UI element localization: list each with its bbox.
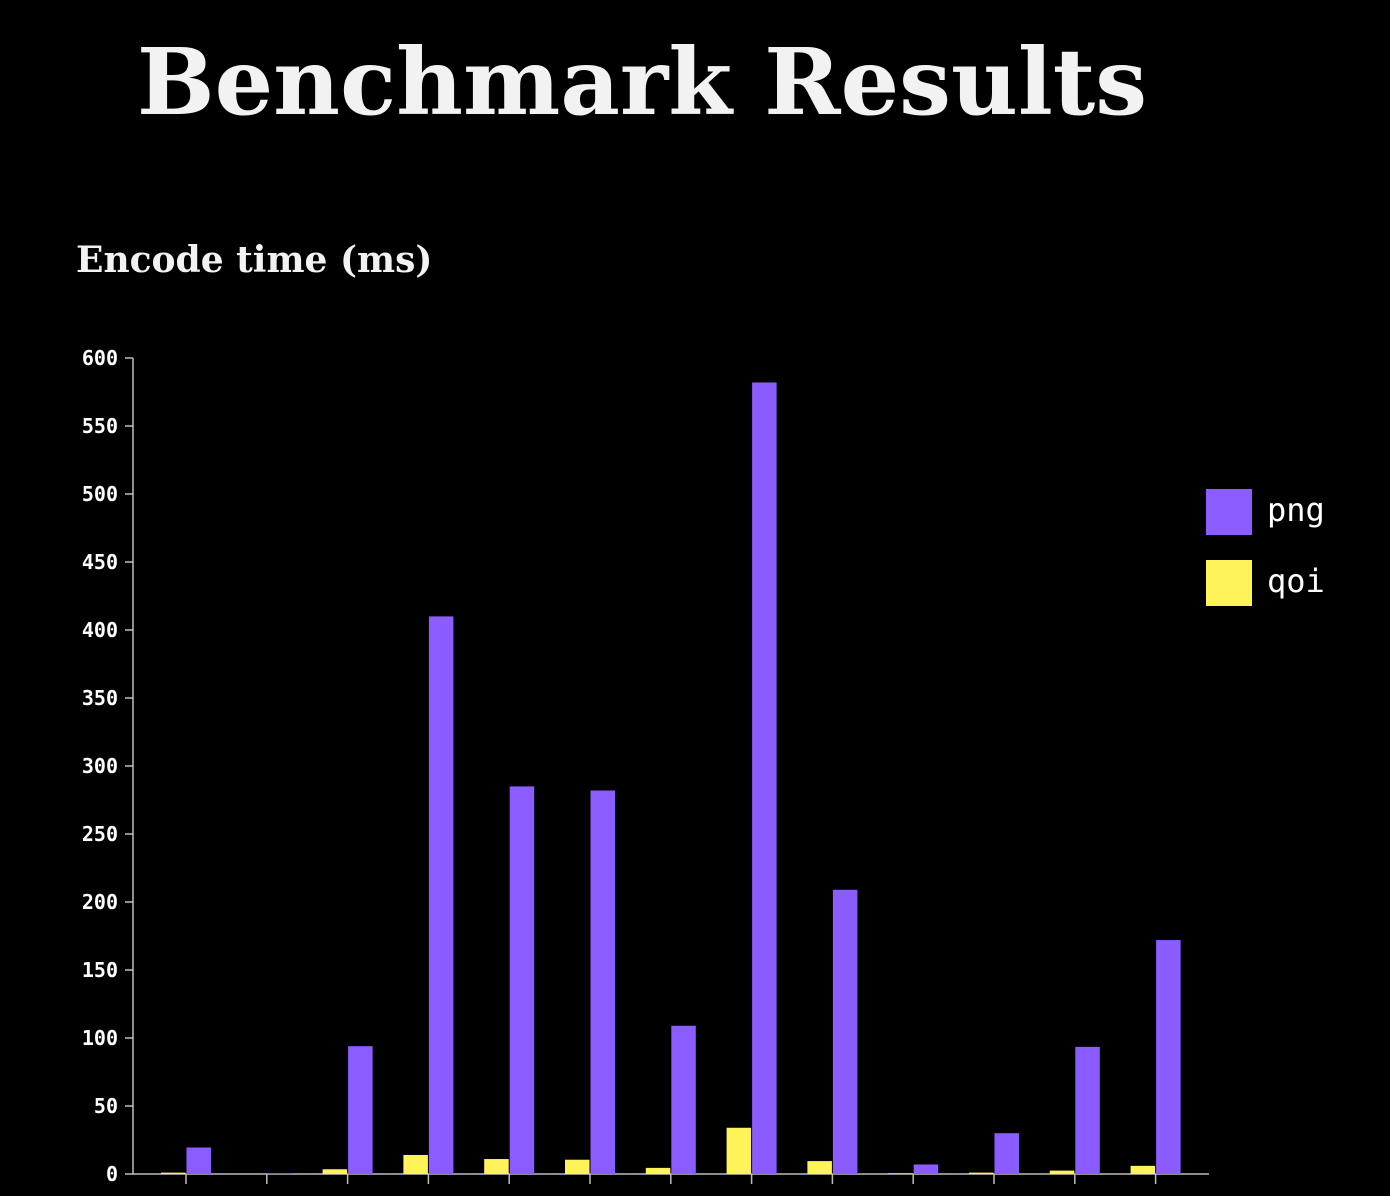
y-tick-label: 150 [82,958,118,982]
y-tick-label: 350 [82,686,118,710]
bar-qoi [969,1172,994,1174]
bar-qoi [807,1161,832,1174]
bar-qoi [322,1169,348,1174]
bar-qoi [888,1173,913,1174]
bars [161,382,1181,1175]
y-tick-label: 300 [82,754,118,778]
bar-png [590,790,615,1174]
bar-png [671,1025,696,1174]
y-tick-label: 250 [82,822,118,846]
bar-png [752,382,777,1175]
y-tick-label: 400 [82,618,118,642]
y-tick-label: 50 [94,1094,118,1118]
bar-png [1156,940,1181,1174]
y-tick-label: 450 [82,550,118,574]
y-tick-label: 600 [82,346,118,370]
bar-qoi [645,1167,671,1174]
y-tick-label: 200 [82,890,118,914]
bar-qoi [726,1127,752,1174]
legend-swatch-qoi [1206,560,1252,606]
y-tick-label: 0 [106,1162,118,1186]
legend-swatch-png [1206,489,1252,535]
bar-qoi [1130,1165,1156,1174]
bar-png [832,889,858,1174]
legend-label-png: png [1267,491,1325,529]
bar-qoi [161,1172,186,1174]
y-tick-label: 100 [82,1026,118,1050]
bar-png [509,786,535,1174]
bar-qoi [484,1159,509,1174]
y-tick-label: 550 [82,414,118,438]
bar-png [994,1133,1019,1174]
x-axis [133,1173,1209,1184]
bar-png [913,1164,939,1174]
bar-png [348,1046,373,1174]
bar-png [267,1173,292,1174]
bar-png [186,1147,211,1174]
legend-label-qoi: qoi [1267,562,1325,600]
chart-title: Encode time (ms) [76,239,433,281]
bar-qoi [1049,1170,1075,1174]
bar-png [1075,1046,1100,1174]
y-tick-label: 500 [82,482,118,506]
bar-qoi [403,1154,428,1174]
legend: png qoi [1206,489,1325,606]
bar-png [428,616,454,1174]
y-axis: 0 50 100 150 200 250 300 350 400 450 500 550 600 [82,346,134,1186]
page-title: Benchmark Results [136,28,1148,136]
bar-qoi [565,1159,590,1174]
